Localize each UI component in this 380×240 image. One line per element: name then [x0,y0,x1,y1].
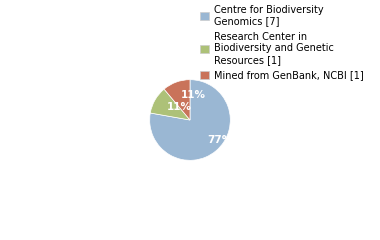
Text: 77%: 77% [207,135,232,145]
Text: 11%: 11% [181,90,206,100]
Text: 11%: 11% [167,102,192,112]
Wedge shape [164,80,190,120]
Wedge shape [150,89,190,120]
Legend: Centre for Biodiversity
Genomics [7], Research Center in
Biodiversity and Geneti: Centre for Biodiversity Genomics [7], Re… [200,5,364,80]
Wedge shape [150,80,230,160]
